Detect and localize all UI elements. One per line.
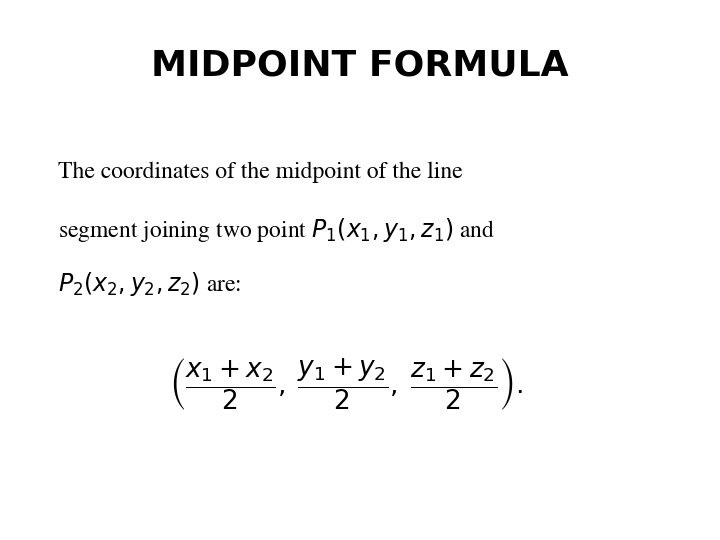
- Text: The coordinates of the midpoint of the line: The coordinates of the midpoint of the l…: [58, 162, 462, 184]
- Text: MIDPOINT FORMULA: MIDPOINT FORMULA: [151, 49, 569, 83]
- Text: segment joining two point $P_1(x_1, y_1, z_1)$ and: segment joining two point $P_1(x_1, y_1,…: [58, 216, 495, 244]
- Text: $\left(\dfrac{x_1+x_2}{2},\;\dfrac{y_1+y_2}{2},\;\dfrac{z_1+z_2}{2}\right).$: $\left(\dfrac{x_1+x_2}{2},\;\dfrac{y_1+y…: [168, 356, 523, 413]
- Text: $P_2(x_2, y_2, z_2)$ are:: $P_2(x_2, y_2, z_2)$ are:: [58, 270, 241, 298]
